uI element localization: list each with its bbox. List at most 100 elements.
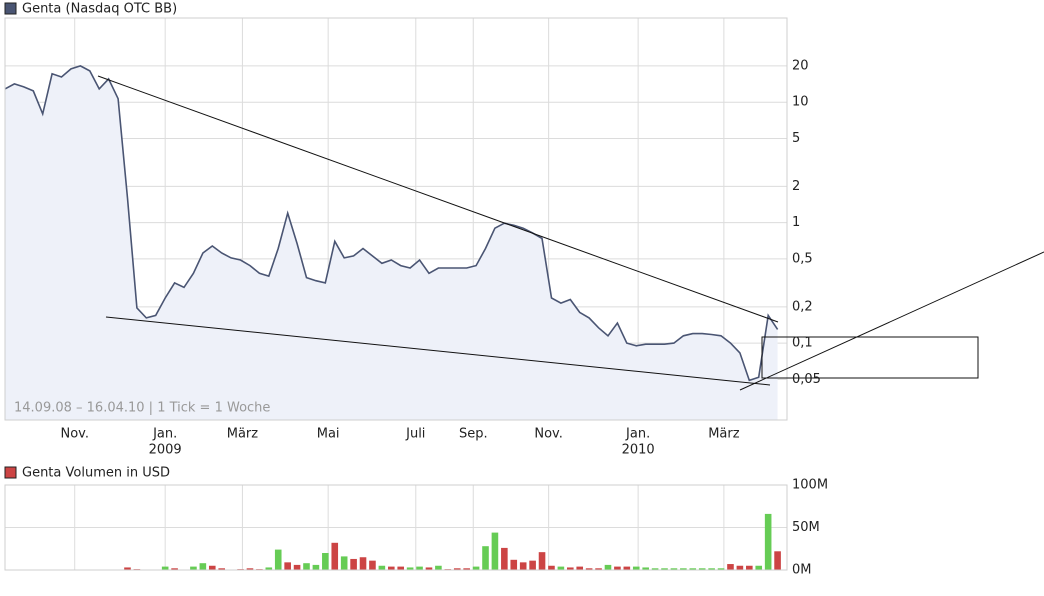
volume-bar (567, 567, 574, 570)
annotation-box (761, 336, 979, 379)
volume-bar (661, 568, 668, 570)
y-tick-label: 5 (792, 131, 800, 146)
volume-bar (453, 568, 461, 570)
volume-bar (463, 568, 470, 570)
x-tick-label: März (708, 427, 740, 442)
legend-swatch (4, 2, 17, 15)
date-range: 14.09.08 – 16.04.10 | 1 Tick = 1 Woche (14, 401, 270, 416)
volume-bar (359, 557, 367, 570)
volume-bar (190, 566, 197, 570)
volume-bar (387, 566, 395, 570)
x-tick-year: 2009 (149, 443, 182, 458)
volume-bar (623, 566, 631, 570)
volume-bar (529, 560, 536, 570)
volume-bar (746, 565, 753, 570)
volume-bar (632, 566, 640, 570)
volume-bar (208, 565, 216, 570)
volume-bar (472, 566, 480, 570)
volume-bar (548, 565, 555, 570)
volume-bar (585, 568, 593, 570)
y-tick-label: 100M (792, 478, 828, 493)
volume-bar (576, 566, 584, 570)
volume-bar (708, 568, 715, 570)
area (5, 65, 778, 421)
y-tick-label: 10 (792, 95, 809, 110)
volume-bar (651, 568, 659, 570)
volume-bar (774, 551, 781, 570)
x-tick-label: Juli (405, 427, 425, 442)
volume-bar (519, 562, 527, 570)
volume-bar (274, 549, 282, 570)
y-tick-label: 1 (792, 215, 800, 230)
volume-bar (171, 568, 178, 570)
volume-title: Genta Volumen in USD (22, 466, 170, 481)
volume-bar (764, 513, 772, 570)
volume-bar (642, 567, 649, 570)
volume-bar (340, 556, 348, 570)
volume-bar (378, 565, 386, 570)
y-tick-label: 0,05 (792, 372, 821, 387)
volume-bar (303, 563, 310, 570)
y-tick-label: 0,1 (792, 336, 813, 351)
trend-line (97, 75, 779, 323)
volume-bar (670, 568, 678, 570)
y-tick-label: 0M (792, 563, 812, 578)
volume-bar (717, 568, 725, 570)
plot-frame (4, 17, 788, 421)
line (4, 65, 779, 382)
volume-bar (406, 567, 414, 570)
volume-bar (604, 564, 612, 570)
y-tick-label: 2 (792, 179, 800, 194)
volume-bar (161, 566, 169, 570)
volume-bar (689, 568, 697, 570)
x-tick-label: Mai (317, 427, 340, 442)
volume-bar (435, 565, 442, 570)
volume-bar (510, 559, 518, 570)
x-tick-label: Nov. (534, 427, 563, 442)
volume-bar (557, 566, 565, 570)
volume-bar (614, 566, 621, 570)
legend-swatch (4, 466, 17, 479)
y-tick-label: 20 (792, 58, 809, 73)
volume-bar (312, 564, 320, 570)
volume-bar (218, 568, 225, 570)
x-tick-year: 2010 (622, 443, 655, 458)
y-tick-label: 0,5 (792, 251, 813, 266)
volume-bar (736, 565, 744, 570)
x-tick-label: Jan. (625, 427, 650, 442)
volume-bar (416, 566, 423, 570)
x-tick-label: Jan. (152, 427, 177, 442)
drawn-annotations (97, 75, 1044, 391)
volume-bar (199, 563, 207, 570)
volume-bar (265, 567, 273, 570)
x-tick-label: Sep. (459, 427, 488, 442)
volume-bar (425, 567, 433, 570)
volume-bar (350, 558, 357, 570)
volume-bar (482, 546, 489, 570)
volume-bar (680, 568, 687, 570)
volume-bar (595, 568, 602, 570)
volume-bar (501, 547, 508, 570)
volume-bar (538, 552, 546, 570)
volume-bar (322, 553, 329, 570)
volume-bar (293, 564, 301, 570)
volume-bar (124, 567, 131, 570)
y-tick-label: 0,2 (792, 299, 813, 314)
volume-bar (397, 566, 405, 570)
volume-bar (698, 568, 706, 570)
volume-bar (755, 565, 763, 570)
volume-bar (246, 568, 254, 570)
x-tick-label: Nov. (60, 427, 89, 442)
y-tick-label: 50M (792, 520, 820, 535)
trend-line (739, 251, 1044, 391)
volume-bar (727, 564, 734, 570)
volume-bar (369, 560, 376, 570)
chart-title: Genta (Nasdaq OTC BB) (22, 2, 177, 17)
volume-bar (331, 542, 339, 570)
x-tick-label: März (227, 427, 259, 442)
volume-bar (491, 532, 499, 570)
trend-line (105, 316, 771, 386)
volume-bar (284, 562, 291, 570)
volume-frame (4, 484, 788, 571)
